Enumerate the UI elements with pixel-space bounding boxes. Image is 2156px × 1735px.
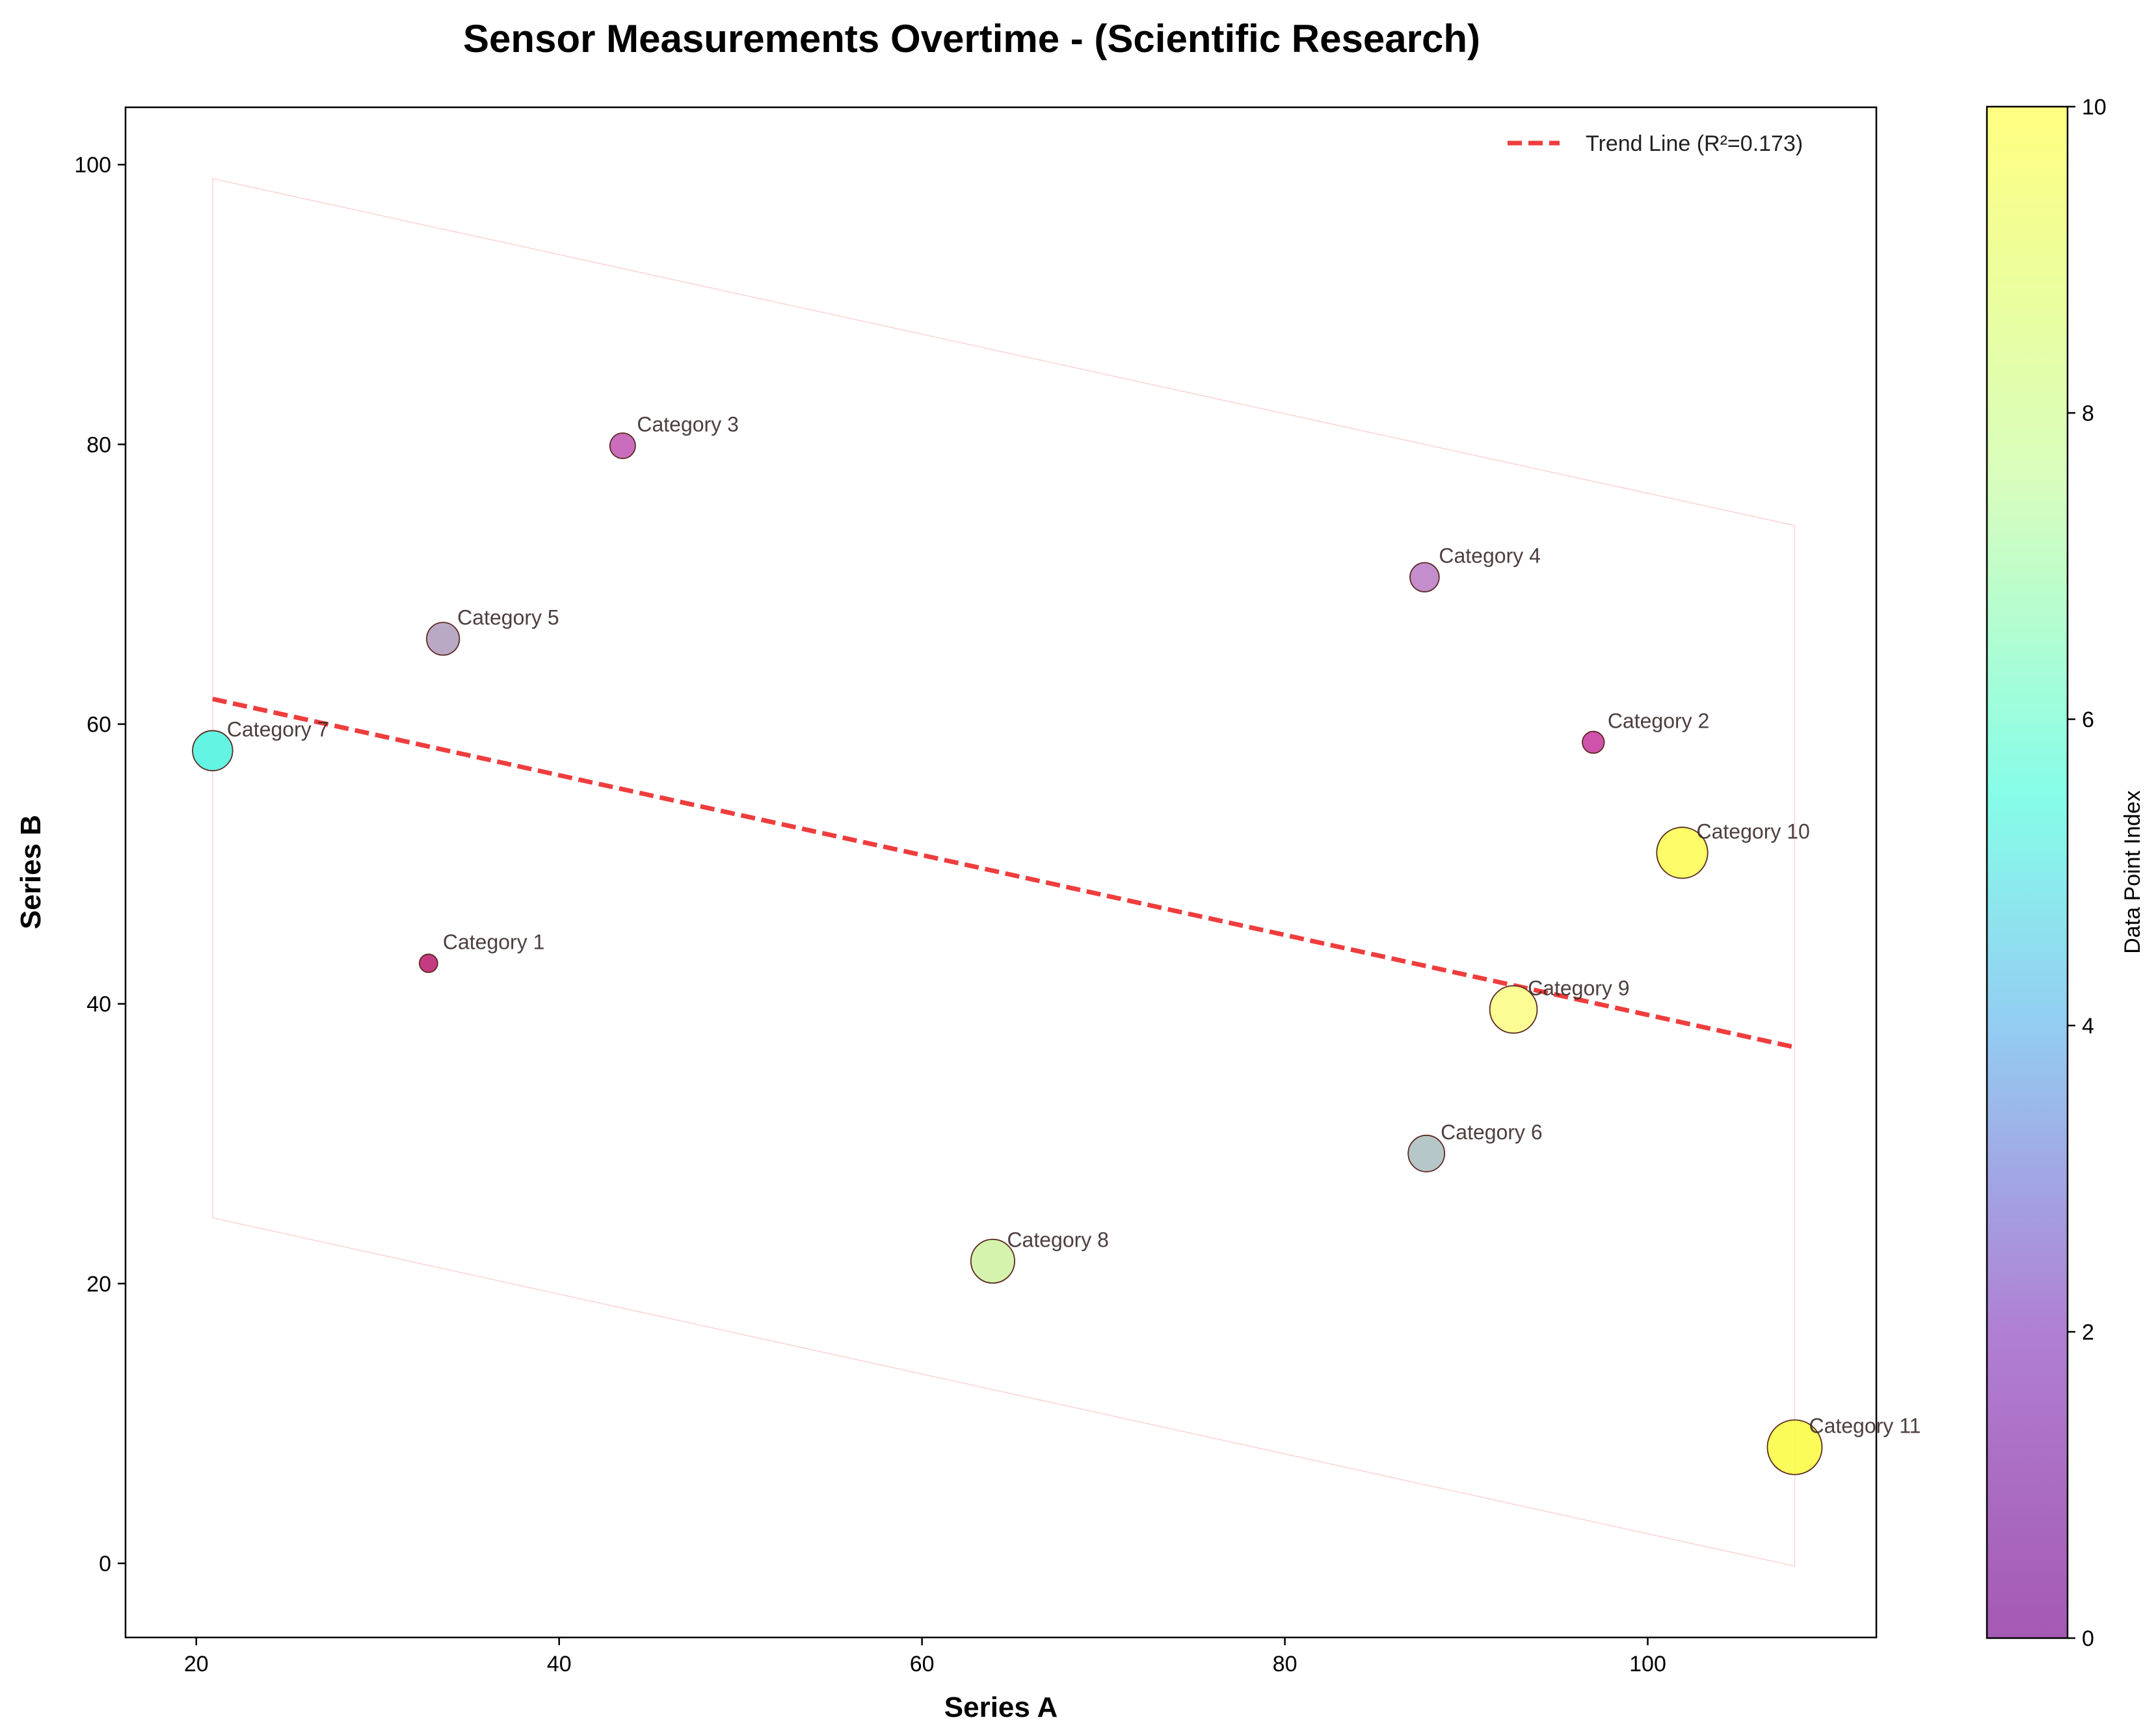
x-tick-label: 100 [1629,1652,1666,1676]
colorbar-tick-label: 4 [2082,1014,2094,1039]
y-tick-label: 40 [87,992,111,1017]
x-tick-label: 60 [910,1652,935,1676]
colorbar-tick-label: 2 [2082,1320,2094,1345]
data-point [192,730,233,772]
data-point [1407,1134,1446,1172]
points-layer [192,432,1823,1476]
point-label: Category 3 [637,412,739,436]
point-labels-layer: Category 1 Category 2 Category 3 Category 4… [227,412,1921,1437]
data-point [418,953,438,973]
data-point [1489,985,1538,1034]
legend-trend-label: Trend Line (R²=0.173) [1586,131,1803,156]
point-label: Category 9 [1528,976,1630,1000]
colorbar-tick-label: 8 [2082,401,2094,426]
point-label: Category 1 [443,930,545,953]
y-tick-label: 80 [87,432,111,457]
colorbar-tick-label: 10 [2082,95,2107,120]
colorbar-ticks: 0 2 4 6 8 10 [2068,95,2107,1651]
confidence-band [212,178,1796,1567]
y-tick-label: 20 [87,1272,111,1297]
x-axis: 20 40 60 80 100 [184,1637,1666,1676]
point-label: Category 8 [1007,1228,1109,1251]
plot-frame [124,106,1878,1639]
x-tick-label: 20 [184,1652,209,1676]
data-point [1656,827,1709,879]
data-point [970,1238,1015,1284]
point-label: Category 11 [1809,1414,1921,1437]
point-label: Category 7 [227,717,329,741]
colorbar: 0 2 4 6 8 10 Data Point Index [1986,95,2145,1651]
point-label: Category 10 [1697,819,1810,843]
y-tick-label: 0 [99,1552,111,1576]
chart-title: Sensor Measurements Overtime - (Scientif… [463,17,1480,60]
y-tick-label: 100 [74,153,111,178]
colorbar-tick-label: 0 [2082,1626,2094,1651]
colorbar-gradient [1986,105,2069,1639]
x-tick-label: 80 [1273,1652,1298,1676]
colorbar-label: Data Point Index [2120,790,2145,953]
y-tick-label: 60 [87,713,111,737]
x-tick-label: 40 [547,1652,572,1676]
colorbar-tick-label: 6 [2082,708,2094,732]
point-label: Category 5 [457,605,559,629]
point-label: Category 2 [1608,709,1710,732]
x-axis-label: Series A [944,1691,1058,1723]
data-point [426,622,460,656]
confidence-band-area [212,178,1796,1567]
data-point [1766,1419,1823,1476]
point-label: Category 4 [1439,544,1541,568]
data-point [609,432,636,459]
legend: Trend Line (R²=0.173) [1508,131,1803,156]
point-label: Category 6 [1441,1120,1543,1144]
data-point [1409,562,1440,592]
y-axis-label: Series B [15,815,47,929]
y-axis: 0 20 40 60 80 100 [74,153,126,1576]
data-point [1582,730,1605,754]
